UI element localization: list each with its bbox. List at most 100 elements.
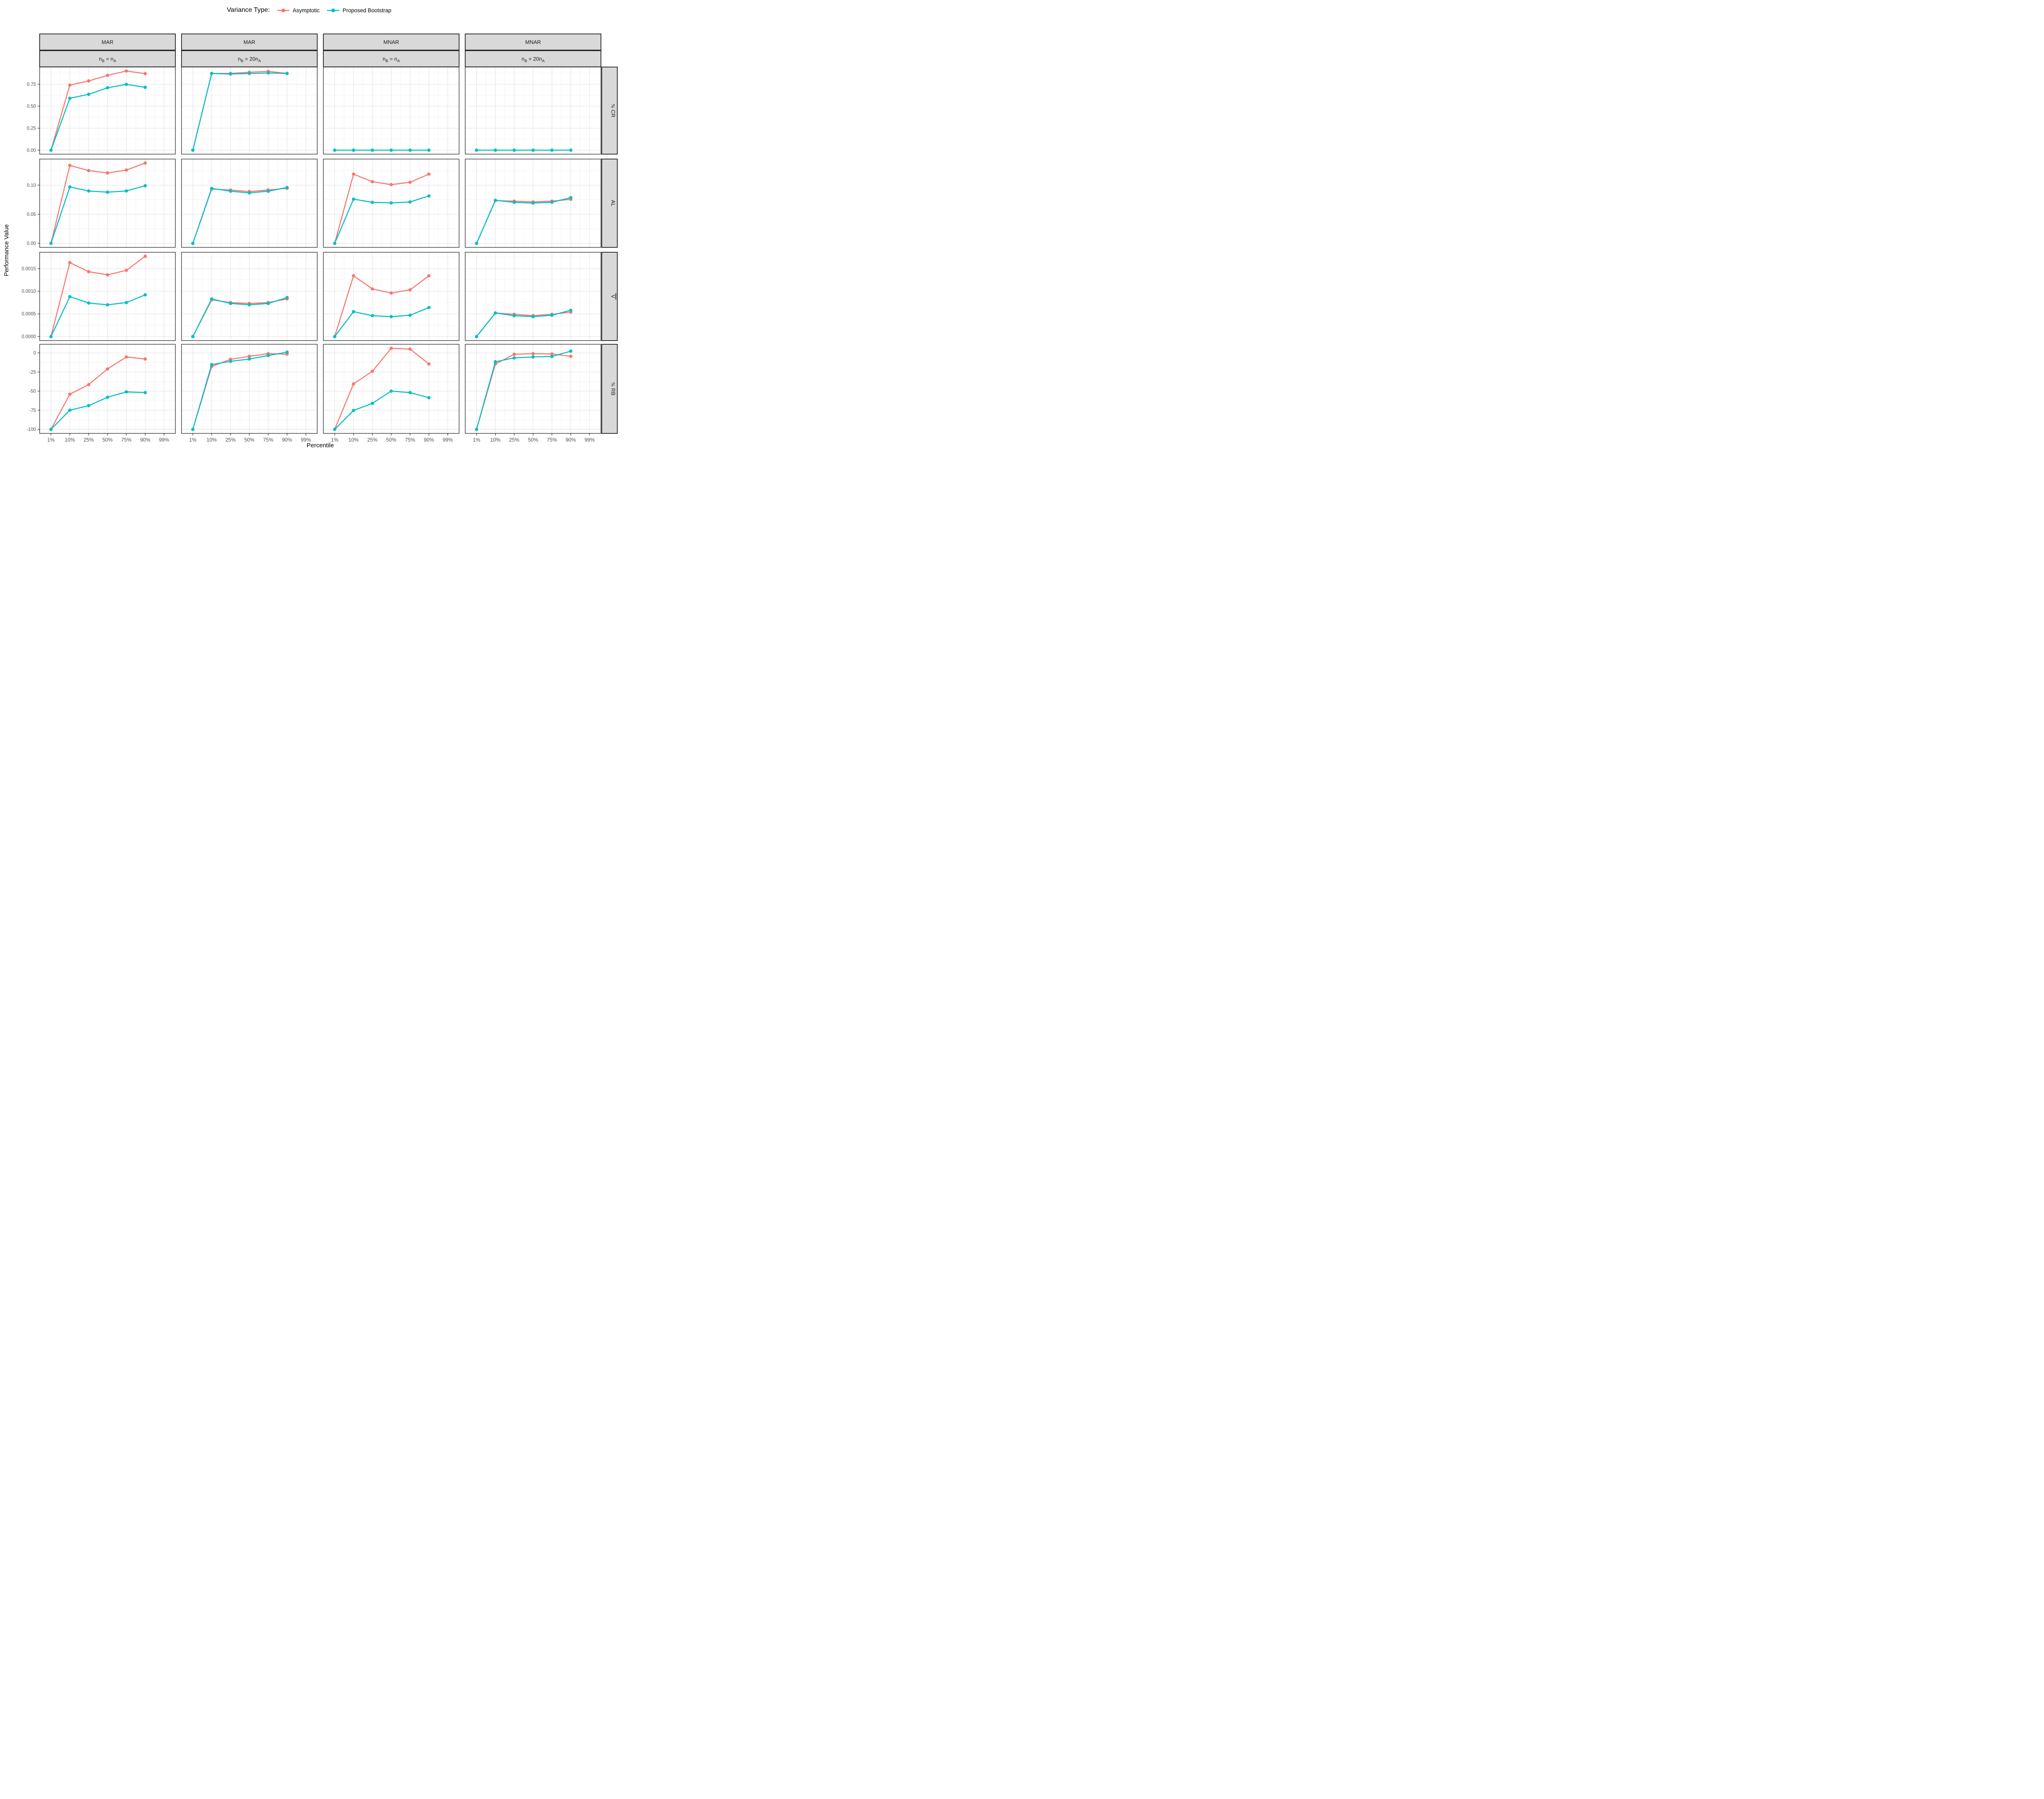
panel-1-1: [181, 159, 318, 248]
data-point-bootstrap: [390, 389, 393, 393]
data-point-asymptotic: [408, 180, 412, 184]
data-point-asymptotic: [68, 164, 72, 167]
facet-column-strip-size-label: nB = 20nA: [522, 56, 545, 63]
data-point-bootstrap: [125, 189, 128, 193]
series-line-bootstrap: [50, 391, 146, 430]
data-point-bootstrap: [569, 308, 573, 312]
data-point-bootstrap: [68, 295, 72, 298]
x-tick-label: 1%: [189, 437, 197, 443]
panel-border: [323, 252, 459, 341]
data-point-bootstrap: [49, 242, 53, 245]
data-point-bootstrap: [248, 357, 251, 361]
panel-1-2: [323, 159, 459, 248]
data-point-bootstrap: [531, 201, 535, 205]
data-point-bootstrap: [248, 191, 251, 195]
data-point-bootstrap: [493, 360, 497, 363]
data-point-bootstrap: [125, 301, 128, 304]
x-tick-label: 90%: [140, 437, 150, 443]
data-point-bootstrap: [68, 408, 72, 412]
data-point-bootstrap: [370, 314, 374, 318]
data-point-bootstrap: [106, 395, 109, 399]
facet-column-strip-size: [323, 50, 459, 67]
legend-label-proposed-bootstrap: Proposed Bootstrap: [342, 7, 392, 13]
panel-0-3: [465, 67, 601, 155]
series-line-bootstrap: [334, 390, 429, 430]
data-point-asymptotic: [550, 352, 554, 356]
data-point-bootstrap: [493, 148, 497, 152]
panel-border: [39, 67, 176, 155]
panel-2-0: [39, 252, 176, 341]
data-point-bootstrap: [68, 185, 72, 189]
data-point-bootstrap: [475, 242, 478, 245]
y-tick-label: 0.0005: [22, 312, 36, 317]
data-point-bootstrap: [390, 315, 393, 319]
x-tick-label: 99%: [301, 437, 311, 443]
svg-text:% RB: % RB: [610, 382, 616, 396]
y-tick-label: 0.0010: [22, 289, 36, 294]
y-tick-label: -25: [29, 370, 36, 375]
y-tick-label: -50: [29, 389, 36, 394]
x-tick-label: 75%: [121, 437, 132, 443]
panel-3-3: [465, 344, 601, 434]
series-line-bootstrap: [476, 310, 571, 337]
data-point-bootstrap: [143, 391, 147, 395]
data-point-bootstrap: [531, 315, 535, 319]
data-point-bootstrap: [475, 428, 478, 431]
data-point-bootstrap: [408, 391, 412, 395]
data-point-bootstrap: [427, 148, 431, 152]
data-point-bootstrap: [125, 83, 128, 86]
data-point-bootstrap: [569, 349, 573, 353]
data-point-bootstrap: [267, 354, 270, 357]
data-point-bootstrap: [210, 363, 213, 366]
panel-border: [323, 67, 459, 155]
data-point-asymptotic: [106, 367, 109, 371]
data-point-bootstrap: [87, 92, 90, 96]
data-point-asymptotic: [143, 357, 147, 361]
facet-row-strip: [601, 252, 618, 341]
panel-3-1: [181, 344, 318, 434]
plot-area: MAR nB = nA MAR nB = 20nA MNAR nB = nA MNAR nB …: [22, 34, 618, 443]
x-tick-label: 75%: [547, 437, 557, 443]
x-tick-label: 1%: [47, 437, 55, 443]
x-tick-label: 75%: [405, 437, 415, 443]
data-point-asymptotic: [248, 354, 251, 358]
data-point-bootstrap: [352, 408, 355, 412]
series-line-bootstrap: [192, 352, 287, 430]
data-point-asymptotic: [125, 269, 128, 272]
facet-row-strip: [601, 67, 618, 155]
series-line-bootstrap: [334, 307, 429, 337]
data-point-bootstrap: [531, 148, 535, 152]
data-point-bootstrap: [285, 186, 289, 189]
series-line-bootstrap: [192, 72, 287, 150]
data-point-bootstrap: [352, 197, 355, 201]
panel-2-2: [323, 252, 459, 341]
x-tick-label: 10%: [206, 437, 217, 443]
series-line-bootstrap: [50, 84, 146, 150]
data-point-bootstrap: [550, 354, 554, 358]
y-tick-label: 0.50: [27, 104, 36, 109]
data-point-asymptotic: [106, 74, 109, 77]
panel-border: [181, 159, 318, 248]
data-point-bootstrap: [267, 189, 270, 193]
data-point-bootstrap: [106, 303, 109, 307]
data-point-asymptotic: [352, 172, 355, 176]
facet-column-strip-size-label: nB = nA: [383, 56, 400, 63]
data-point-bootstrap: [87, 189, 90, 193]
y-tick-label: 0.10: [27, 183, 36, 188]
data-point-asymptotic: [87, 79, 90, 83]
facet-column-strip-scenario: [465, 34, 601, 51]
data-point-asymptotic: [427, 274, 431, 278]
series-line-bootstrap: [50, 294, 146, 337]
facet-column-strip-size: [39, 50, 176, 67]
x-tick-label: 25%: [509, 437, 519, 443]
panel-border: [39, 159, 176, 248]
data-point-bootstrap: [531, 355, 535, 359]
data-point-bootstrap: [49, 428, 53, 431]
series-line-bootstrap: [476, 197, 571, 244]
data-point-asymptotic: [125, 168, 128, 172]
facet-row-strip-label: AL: [610, 200, 616, 206]
y-tick-label: 0.25: [27, 126, 36, 131]
data-point-bootstrap: [352, 310, 355, 314]
y-tick-label: 0.0000: [22, 334, 36, 339]
legend-label-asymptotic: Asymptotic: [292, 7, 320, 13]
